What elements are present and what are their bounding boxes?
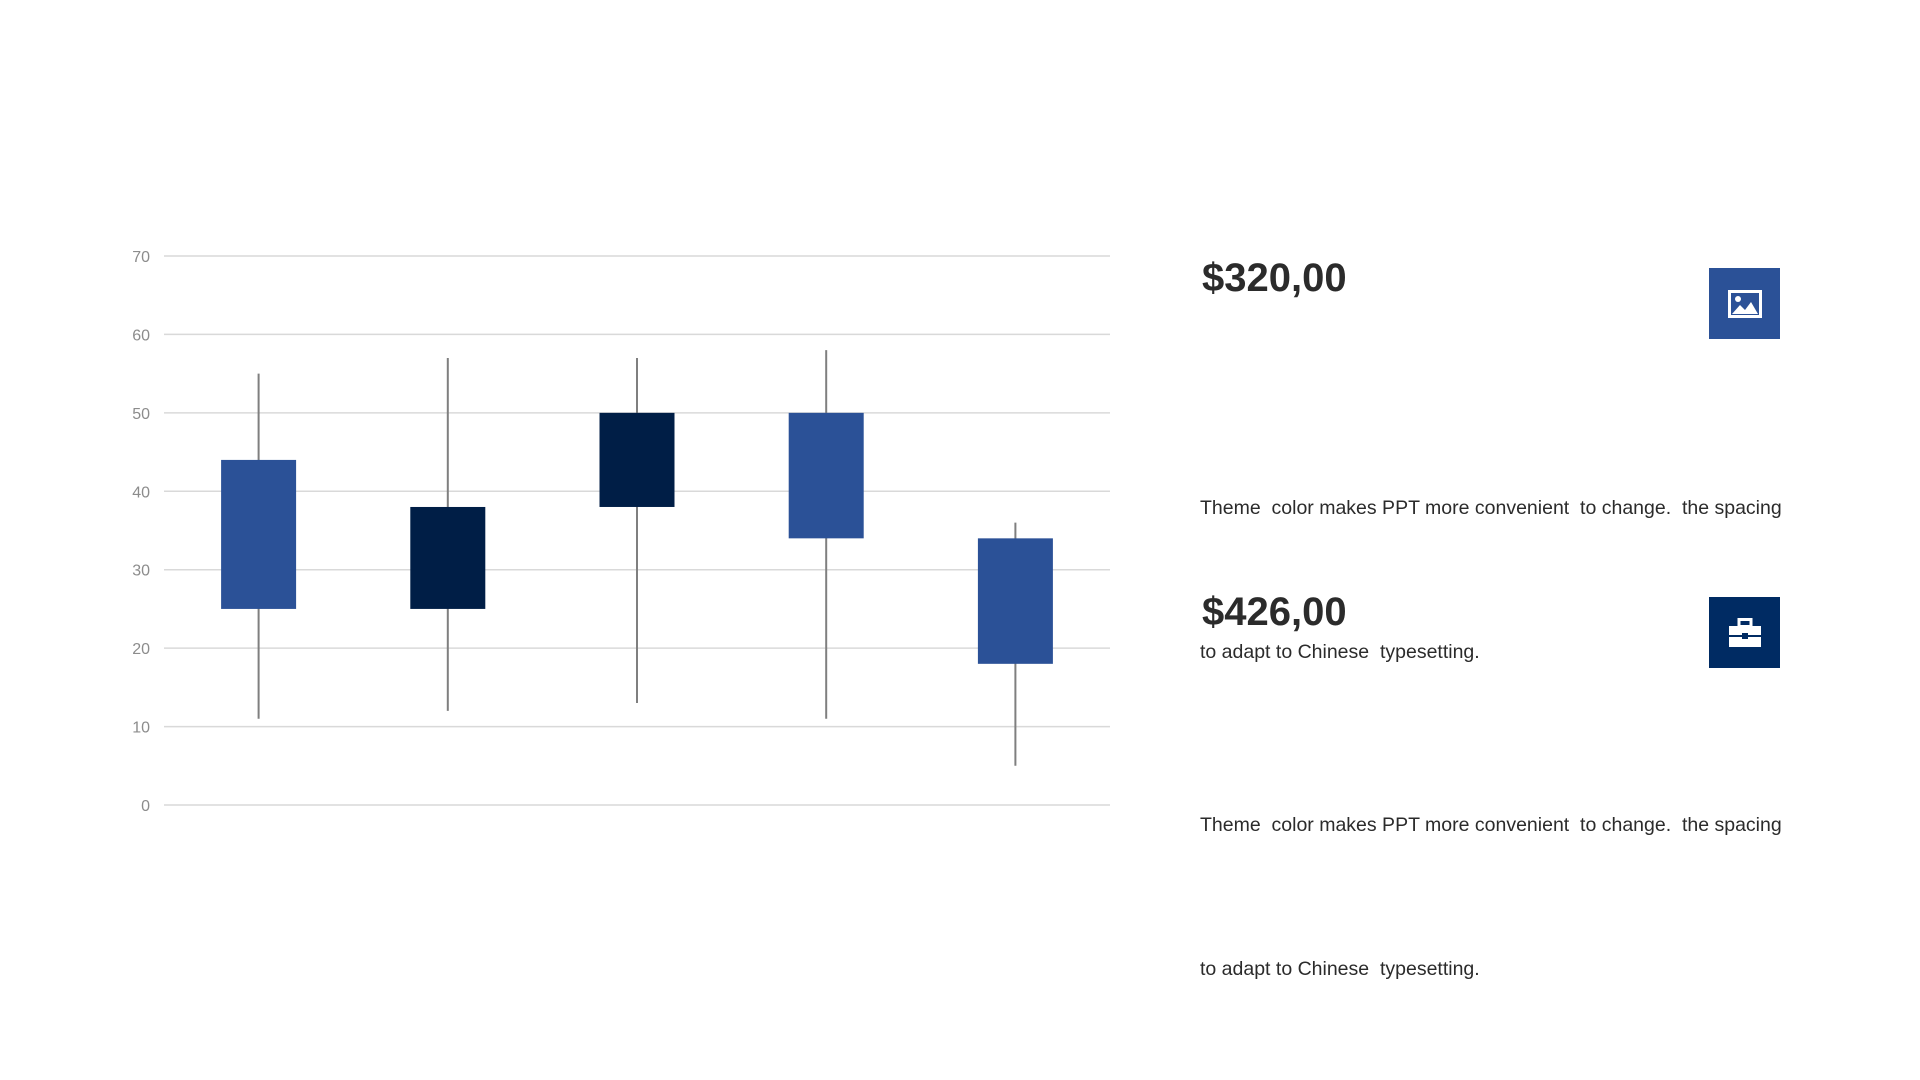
image-icon-badge bbox=[1709, 268, 1780, 339]
y-tick-label: 30 bbox=[132, 563, 150, 580]
y-tick-label: 70 bbox=[132, 249, 150, 266]
description-2-line-2: to adapt to Chinese typesetting. bbox=[1200, 958, 1480, 980]
y-tick-label: 40 bbox=[132, 484, 150, 501]
y-axis-ticks: 0 10 20 30 40 50 60 70 bbox=[132, 249, 150, 815]
y-tick-label: 10 bbox=[132, 720, 150, 737]
candle bbox=[410, 357, 486, 711]
candles bbox=[221, 350, 1053, 766]
briefcase-icon bbox=[1728, 617, 1761, 647]
description-1-line-2: to adapt to Chinese typesetting. bbox=[1200, 641, 1480, 663]
candle bbox=[221, 373, 297, 719]
candle-body bbox=[410, 506, 486, 609]
candle-body bbox=[788, 412, 864, 539]
description-1: Theme color makes PPT more convenient to… bbox=[1200, 388, 1800, 772]
y-tick-label: 20 bbox=[132, 641, 150, 658]
candle bbox=[788, 350, 864, 719]
price-1: $320,00 bbox=[1202, 256, 1347, 300]
image-icon bbox=[1727, 289, 1762, 318]
candle bbox=[977, 522, 1053, 766]
candle bbox=[599, 357, 675, 704]
candle-body bbox=[977, 538, 1053, 664]
price-2: $426,00 bbox=[1202, 590, 1347, 634]
y-tick-label: 60 bbox=[132, 327, 150, 344]
candle-body bbox=[599, 412, 675, 507]
y-tick-label: 50 bbox=[132, 406, 150, 423]
description-1-line-1: Theme color makes PPT more convenient to… bbox=[1200, 497, 1782, 519]
candle-body bbox=[221, 459, 297, 609]
y-tick-label: 0 bbox=[141, 798, 150, 815]
briefcase-icon-badge bbox=[1709, 597, 1780, 668]
description-2-line-1: Theme color makes PPT more convenient to… bbox=[1200, 814, 1782, 836]
description-2: Theme color makes PPT more convenient to… bbox=[1200, 705, 1800, 1080]
